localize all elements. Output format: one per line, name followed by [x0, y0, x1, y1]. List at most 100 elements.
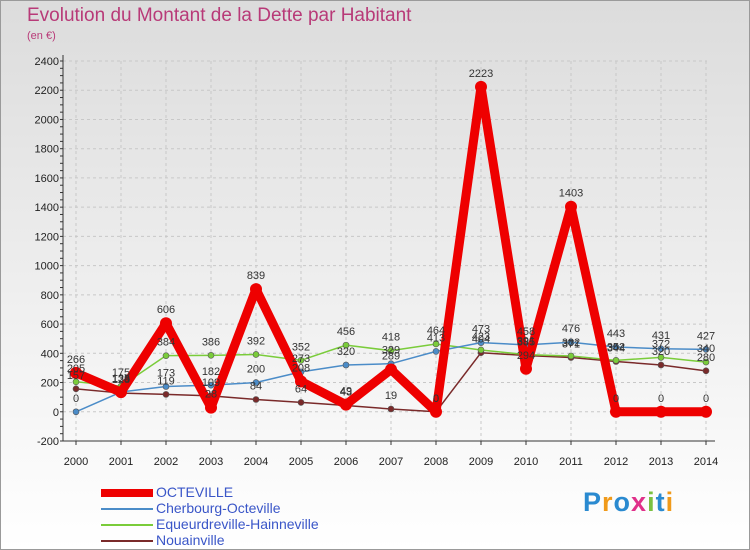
data-label-0: 266 — [67, 354, 85, 366]
data-label-0: 2223 — [469, 68, 493, 80]
legend: OCTEVILLE Cherbourg-Octeville Equeurdrev… — [101, 484, 431, 549]
data-label-3: 344 — [607, 342, 625, 354]
series-point-1 — [702, 346, 710, 353]
legend-swatch-octeville — [101, 489, 153, 497]
series-point-1 — [207, 381, 215, 389]
x-tick-label: 2004 — [244, 456, 268, 468]
x-tick-label: 2002 — [154, 456, 178, 468]
y-tick-label: 600 — [41, 319, 59, 331]
data-label-1: 473 — [472, 324, 490, 336]
series-point-0 — [655, 405, 667, 418]
x-tick-label: 2008 — [424, 456, 448, 468]
data-label-1: 273 — [292, 353, 310, 365]
data-label-2: 352 — [292, 341, 310, 353]
x-tick-label: 2013 — [649, 456, 673, 468]
x-tick-label: 2003 — [199, 456, 223, 468]
series-point-0 — [565, 200, 577, 213]
data-label-0: 606 — [157, 304, 175, 316]
legend-item-cherbourg: Cherbourg-Octeville — [101, 500, 431, 517]
legend-swatch-cherbourg — [101, 508, 153, 510]
data-label-2: 456 — [337, 326, 355, 338]
x-tick-label: 2001 — [109, 456, 133, 468]
data-label-3: 64 — [295, 383, 307, 395]
series-point-0 — [610, 405, 622, 418]
series-point-3 — [387, 405, 395, 413]
series-point-3 — [72, 385, 80, 393]
series-point-0 — [475, 80, 487, 93]
data-label-1: 320 — [337, 346, 355, 358]
data-label-0: 0 — [433, 393, 439, 405]
x-tick-label: 2007 — [379, 456, 403, 468]
series-point-1 — [567, 338, 575, 346]
series-point-1 — [72, 408, 80, 416]
series-point-2 — [297, 357, 305, 364]
data-label-0: 289 — [382, 351, 400, 363]
series-point-2 — [387, 347, 395, 354]
y-tick-label: 400 — [41, 348, 59, 360]
x-tick-label: 2006 — [334, 456, 358, 468]
series-point-2 — [432, 340, 440, 348]
y-tick-label: 1400 — [35, 202, 59, 214]
proxiti-logo: Proxiti — [583, 487, 675, 517]
series-point-0 — [520, 362, 532, 375]
legend-label-cherbourg: Cherbourg-Octeville — [156, 500, 281, 516]
data-label-3: 109 — [202, 377, 220, 389]
data-label-1: 173 — [157, 367, 175, 379]
y-tick-label: 1800 — [35, 144, 59, 156]
data-label-2: 175 — [112, 367, 130, 379]
series-point-2 — [252, 351, 260, 358]
data-label-1: 427 — [697, 330, 715, 342]
data-label-1: 182 — [202, 366, 220, 378]
legend-swatch-nouainville — [101, 540, 153, 542]
y-tick-label: 2000 — [35, 114, 59, 126]
y-tick-label: -200 — [37, 436, 59, 448]
series-point-0 — [385, 363, 397, 376]
series-point-0 — [70, 366, 82, 379]
legend-item-nouainville: Nouainville — [101, 532, 431, 549]
series-point-2 — [567, 352, 575, 360]
data-label-0: 28 — [205, 389, 217, 401]
series-point-1 — [252, 379, 260, 386]
data-label-2: 391 — [517, 336, 535, 348]
series-point-1 — [612, 343, 620, 351]
x-tick-label: 2012 — [604, 456, 628, 468]
y-tick-label: 200 — [41, 378, 59, 390]
series-point-0 — [700, 405, 712, 418]
x-tick-label: 2014 — [694, 456, 718, 468]
series-point-3 — [252, 396, 260, 403]
data-label-0: 0 — [613, 393, 619, 405]
series-point-1 — [432, 348, 440, 355]
data-label-0: 294 — [517, 350, 535, 362]
y-tick-label: 2400 — [35, 56, 59, 68]
data-label-2: 205 — [67, 363, 85, 375]
series-point-0 — [250, 283, 262, 296]
data-label-2: 386 — [202, 336, 220, 348]
legend-item-equeurdreville: Equeurdreville-Hainneville — [101, 516, 431, 533]
data-label-2: 382 — [562, 337, 580, 349]
series-point-2 — [162, 352, 170, 359]
series-point-2 — [702, 358, 710, 366]
data-label-1: 200 — [247, 364, 265, 376]
series-point-3 — [162, 391, 170, 398]
series-point-2 — [612, 357, 620, 364]
data-label-3: 19 — [385, 390, 397, 402]
series-point-0 — [115, 386, 127, 399]
data-label-3: 84 — [250, 380, 262, 392]
data-label-3: 0 — [433, 393, 439, 405]
legend-swatch-equeurdreville — [101, 524, 153, 526]
y-tick-label: 1200 — [35, 231, 59, 243]
data-label-0: 1403 — [559, 188, 583, 200]
series-point-2 — [477, 346, 485, 354]
chart-subtitle: (en €) — [27, 30, 56, 42]
series-point-3 — [297, 399, 305, 406]
legend-item-octeville: OCTEVILLE — [101, 484, 431, 501]
series-point-0 — [340, 398, 352, 411]
x-tick-label: 2011 — [559, 456, 583, 468]
x-tick-label: 2005 — [289, 456, 313, 468]
y-tick-label: 0 — [53, 407, 59, 419]
data-label-0: 134 — [112, 373, 130, 385]
series-point-0 — [205, 401, 217, 414]
x-tick-label: 2000 — [64, 456, 88, 468]
data-label-1: 476 — [562, 323, 580, 335]
